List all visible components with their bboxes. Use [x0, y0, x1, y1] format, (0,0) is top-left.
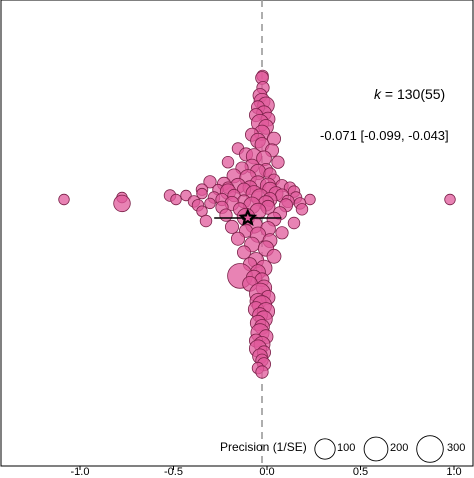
summary-star-marker [238, 208, 258, 227]
legend-label-300: 300 [447, 442, 466, 454]
summary-estimate [214, 208, 282, 227]
x-axis-ticks [79, 466, 455, 470]
study-points [58, 69, 456, 379]
x-tick-label: 1.0 [446, 466, 462, 478]
study-point [221, 155, 235, 169]
study-point [236, 245, 251, 260]
study-point [266, 131, 281, 146]
k-annotation: k = 130(55) [374, 86, 445, 102]
study-point [224, 219, 239, 234]
legend-label-200: 200 [390, 442, 409, 454]
legend-circle-100 [314, 438, 336, 460]
legend-circle-200 [363, 436, 389, 462]
study-point [203, 175, 217, 189]
study-point [271, 155, 285, 169]
study-point [287, 216, 301, 230]
plot-frame [0, 0, 474, 467]
x-tick-label: -0.5 [164, 466, 183, 478]
study-point [255, 365, 269, 379]
study-point [219, 208, 233, 222]
study-point [196, 187, 208, 200]
x-tick-label: 0.0 [259, 466, 275, 478]
precision-legend [314, 435, 444, 463]
study-point [266, 248, 282, 264]
study-point [304, 193, 316, 206]
k-equals: = [381, 86, 397, 102]
study-point [58, 193, 70, 206]
study-point [170, 193, 182, 206]
study-point [295, 203, 309, 216]
x-tick-label: 0.5 [352, 466, 369, 478]
legend-circle-300 [416, 435, 444, 463]
x-tick-label: -1.0 [70, 466, 90, 478]
study-point [113, 194, 131, 213]
study-point [199, 214, 213, 228]
summary-estimate-annotation: -0.071 [-0.099, -0.043] [320, 128, 449, 143]
study-point [230, 231, 245, 246]
study-point [275, 226, 289, 240]
k-value: 130(55) [396, 86, 446, 102]
study-point [180, 189, 192, 202]
k-symbol: k [374, 86, 381, 102]
legend-title: Precision (1/SE) [220, 440, 307, 454]
study-point [444, 193, 456, 206]
legend-label-100: 100 [337, 442, 356, 454]
study-point [204, 197, 216, 210]
